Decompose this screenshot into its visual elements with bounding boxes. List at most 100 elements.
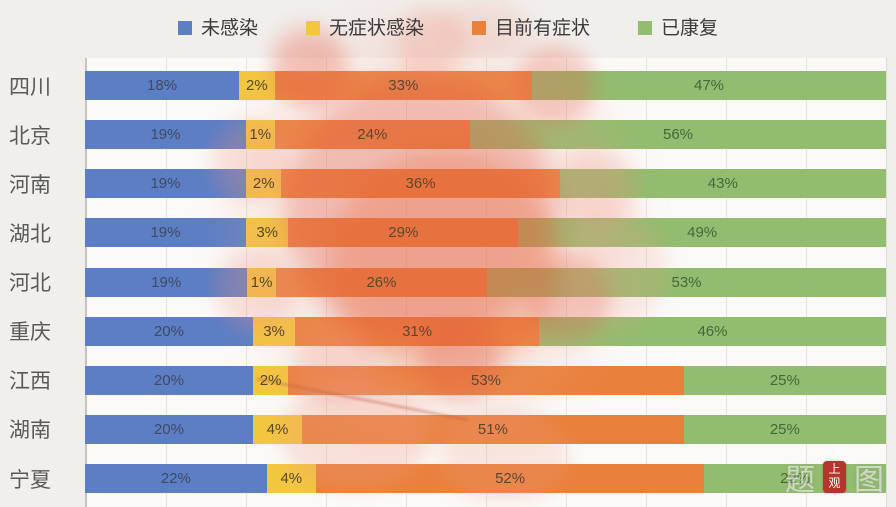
chart-row: 湖北 19% 3% 29% 49% [0,218,886,248]
bar-segment-目前有症状: 24% [274,120,470,150]
chart-row: 河南 19% 2% 36% 43% [0,169,886,199]
bar-segment-value: 20% [153,371,184,389]
stacked-bar: 19% 1% 26% 53% [85,267,886,297]
bar-segment-value: 2% [259,371,282,389]
bar-segment-value: 19% [150,175,181,193]
stacked-bar: 22% 4% 52% 22% [85,464,886,493]
bar-segment-已康复: 47% [532,71,886,100]
bar-segment-未感染: 19% [85,218,246,248]
bar-segment-目前有症状: 29% [288,218,519,248]
legend-swatch-icon [638,20,653,35]
bar-segment-无症状感染: 3% [245,218,289,248]
bar-segment-value: 26% [366,273,397,291]
category-label: 湖北 [9,222,51,246]
stacked-bar: 20% 3% 31% 46% [85,316,886,346]
chart-row: 河北 19% 1% 26% 53% [0,267,886,297]
bar-segment-未感染: 20% [85,316,253,346]
bar-segment-已康复: 43% [559,169,886,199]
watermark-seal: 上 观 [823,461,846,493]
bar-segment-已康复: 22% [704,464,886,493]
bar-segment-value: 49% [687,224,718,242]
bar-segment-未感染: 19% [85,267,248,297]
legend-label: 无症状感染 [328,18,424,39]
bar-segment-value: 31% [402,322,433,340]
legend-item: 无症状感染 [305,13,424,40]
bar-segment-value: 33% [388,77,419,94]
bar-segment-value: 47% [694,77,725,94]
bar-segment-已康复: 49% [518,218,886,248]
chart-row: 四川 18% 2% 33% 47% [0,71,886,100]
bar-segment-value: 20% [153,322,184,340]
stacked-bar: 20% 4% 51% 25% [85,414,886,444]
bar-segment-value: 43% [707,175,738,193]
bar-segment-目前有症状: 53% [288,365,684,395]
bar-segment-value: 36% [405,175,436,193]
bar-segment-value: 22% [160,470,191,487]
bar-segment-目前有症状: 31% [295,316,539,346]
legend-swatch-icon [305,20,320,35]
bar-segment-无症状感染: 1% [245,120,275,150]
legend-label: 未感染 [200,18,258,39]
bar-segment-已康复: 46% [538,316,886,346]
bar-segment-未感染: 19% [85,120,246,150]
legend-item: 目前有症状 [472,13,590,40]
bar-segment-无症状感染: 2% [245,169,282,199]
stacked-bar: 18% 2% 33% 47% [85,71,886,100]
bar-segment-无症状感染: 3% [252,316,296,346]
watermark: 题 上 观 图 [785,455,884,499]
bar-segment-value: 56% [662,126,694,144]
bar-segment-无症状感染: 2% [252,365,289,395]
bar-segment-目前有症状: 36% [281,169,560,199]
bar-segment-value: 25% [769,371,800,389]
legend: 未感染 无症状感染 目前有症状 已康复 [0,13,896,40]
category-label: 四川 [9,75,51,99]
bar-segment-已康复: 56% [470,120,886,150]
watermark-seal-line1: 上 [828,462,841,477]
category-label: 湖南 [9,419,51,443]
category-label: 河南 [9,173,51,197]
chart-row: 重庆 20% 3% 31% 46% [0,316,886,346]
bar-segment-value: 53% [470,371,502,389]
rows: 四川 18% 2% 33% 47% 北京 19% 1% 24% 56% 河南 19% 2% 36% 43% 湖… [0,58,886,507]
bar-segment-无症状感染: 1% [247,267,276,297]
bar-segment-未感染: 20% [85,414,253,444]
bar-segment-目前有症状: 51% [302,414,684,444]
bar-segment-value: 4% [266,420,289,438]
category-label: 河北 [9,272,51,295]
legend-item: 已康复 [638,13,718,40]
gridline [886,58,887,507]
bar-segment-value: 4% [280,470,303,487]
watermark-ghost-text-right: 图 [854,464,884,497]
bar-segment-未感染: 19% [85,169,246,199]
bar-segment-无症状感染: 4% [252,414,303,444]
bar-segment-已康复: 25% [683,414,886,444]
bar-segment-未感染: 22% [85,464,267,493]
bar-segment-目前有症状: 52% [315,464,705,493]
bar-segment-value: 24% [357,126,388,144]
category-label: 江西 [9,370,51,394]
chart-row: 宁夏 22% 4% 52% 22% [0,464,886,493]
bar-segment-value: 51% [477,420,508,438]
bar-segment-value: 19% [150,126,181,144]
bar-segment-已康复: 25% [683,365,886,395]
bar-segment-value: 19% [150,224,181,242]
bar-segment-value: 25% [769,420,800,438]
legend-swatch-icon [472,20,486,35]
legend-swatch-icon [177,20,192,35]
stacked-bar: 19% 1% 24% 56% [85,120,886,150]
chart-row: 湖南 20% 4% 51% 25% [0,414,886,444]
bar-segment-value: 2% [252,175,275,193]
bar-segment-目前有症状: 26% [275,267,487,297]
bar-segment-value: 22% [780,470,811,487]
stacked-bar: 19% 3% 29% 49% [85,218,886,248]
legend-label: 已康复 [661,18,719,39]
bar-segment-value: 52% [495,470,526,487]
bar-segment-无症状感染: 4% [266,464,316,493]
bar-segment-value: 1% [250,273,273,291]
bar-segment-未感染: 20% [85,365,253,395]
bar-segment-value: 20% [153,420,184,438]
bar-segment-value: 46% [697,322,728,340]
chart-row: 江西 20% 2% 53% 25% [0,365,886,395]
bar-segment-无症状感染: 2% [239,71,275,100]
